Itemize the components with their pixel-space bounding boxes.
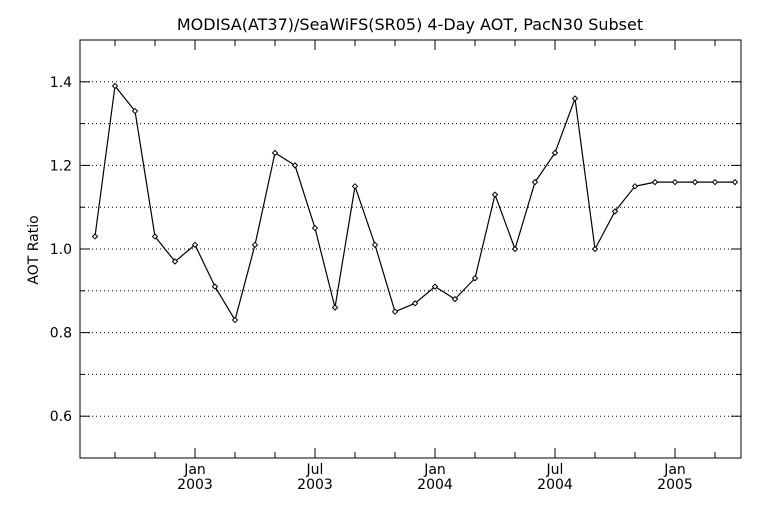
data-point: [151, 233, 159, 240]
y-tick-label: 0.8: [50, 326, 72, 342]
data-point: [451, 295, 459, 303]
data-point: [571, 95, 579, 102]
x-tick-label-year: 2005: [657, 477, 693, 493]
data-point: [711, 178, 719, 186]
data-point: [491, 191, 499, 198]
grid-layer: [80, 81, 741, 417]
x-tick-label-month: Jan: [183, 462, 206, 478]
data-point: [211, 283, 219, 290]
data-point: [271, 149, 279, 157]
data-point: [611, 208, 619, 215]
data-point: [91, 233, 99, 240]
data-point: [191, 241, 199, 249]
x-tick-label-year: 2003: [177, 477, 213, 493]
series-line: [94, 84, 735, 322]
data-point: [171, 258, 179, 265]
data-point: [591, 245, 599, 253]
chart-title: MODISA(AT37)/SeaWiFS(SR05) 4-Day AOT, Pa…: [177, 15, 643, 34]
y-tick-label: 1.0: [50, 242, 72, 258]
data-point: [391, 308, 399, 315]
data-point: [111, 82, 119, 90]
x-tick-label-month: Jan: [423, 462, 446, 478]
x-tick-label-month: Jul: [546, 462, 564, 478]
data-point: [651, 178, 659, 186]
data-point: [671, 178, 679, 186]
data-point: [551, 149, 559, 157]
data-point: [471, 275, 479, 282]
data-point: [731, 178, 739, 186]
x-tick-label-year: 2003: [297, 477, 333, 493]
marker-layer: [91, 82, 739, 324]
data-point: [311, 224, 319, 232]
data-point: [631, 183, 639, 190]
data-point: [431, 283, 439, 290]
data-point: [351, 183, 359, 190]
y-axis-label: AOT Ratio: [26, 215, 42, 284]
x-tick-label-month: Jul: [306, 462, 324, 478]
data-point: [531, 178, 539, 186]
data-point: [291, 162, 299, 169]
y-tick-label: 0.6: [50, 409, 72, 425]
x-tick-label-month: Jan: [663, 462, 686, 478]
x-tick-label-year: 2004: [537, 477, 573, 493]
data-point: [331, 304, 339, 311]
y-tick-label: 1.4: [50, 75, 72, 91]
data-point: [231, 316, 239, 324]
data-point: [251, 241, 259, 249]
y-tick-label: 1.2: [50, 158, 72, 174]
axis-layer: 0.60.81.01.21.4Jan2003Jul2003Jan2004Jul2…: [50, 39, 742, 493]
series-layer: [94, 84, 735, 322]
data-point: [131, 107, 139, 115]
data-point: [511, 245, 519, 253]
data-point: [691, 178, 699, 186]
plot-frame: [79, 39, 742, 459]
x-tick-label-year: 2004: [417, 477, 453, 493]
data-point: [411, 300, 419, 307]
data-point: [371, 241, 379, 249]
